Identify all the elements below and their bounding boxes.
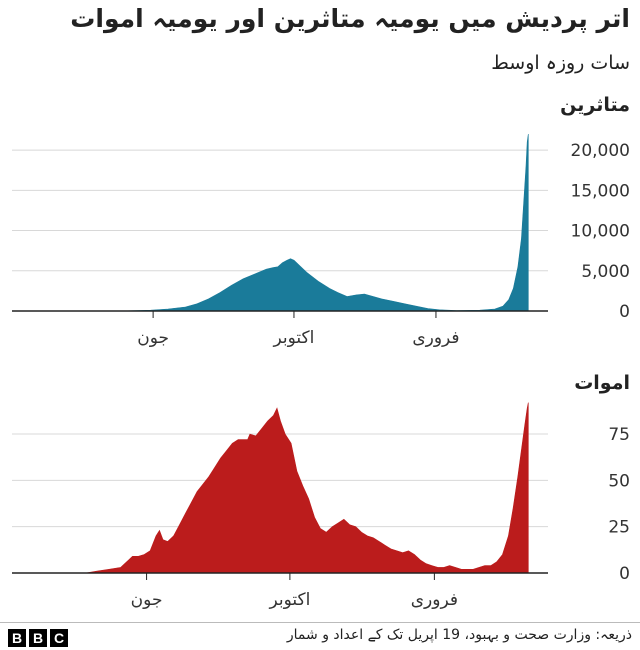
bbc-logo-letter-1: B [8, 629, 26, 647]
cases-area [70, 133, 529, 312]
y-tick-label: 50 [608, 471, 630, 491]
source-note: ذریعہ: وزارت صحت و بہبود، 19 اپریل تک کے… [286, 627, 632, 643]
y-tick-label: 0 [619, 564, 630, 584]
y-tick-label: 10,000 [571, 222, 630, 242]
chart-subtitle: سات روزہ اوسط [491, 52, 630, 74]
cases-chart: 0 5,000 10,000 15,000 20,000 جون اکتوبر فروری [12, 133, 630, 348]
footer-divider [0, 622, 640, 623]
x-tick-label: اکتوبر [268, 590, 310, 610]
bbc-logo: B B C [8, 629, 68, 647]
x-tick-label: فروری [411, 590, 458, 610]
y-tick-label: 5,000 [581, 262, 630, 282]
x-tick-label: جون [137, 328, 169, 348]
x-tick-label: اکتوبر [273, 328, 315, 348]
x-tick-label: جون [131, 590, 163, 610]
y-tick-label: 25 [608, 518, 630, 538]
chart-title: اتر پردیش میں یومیہ متاثرین اور یومیہ ام… [70, 4, 630, 33]
x-tick-label: فروری [412, 328, 459, 348]
y-tick-label: 0 [619, 302, 630, 322]
cases-panel-title: متاثرین [560, 94, 630, 116]
deaths-chart: 0 25 50 75 جون اکتوبر فروری [12, 402, 630, 610]
deaths-panel-title: اموات [574, 372, 630, 394]
y-tick-label: 15,000 [571, 181, 630, 201]
bbc-logo-letter-3: C [50, 629, 68, 647]
y-tick-label: 75 [608, 425, 630, 445]
bbc-logo-letter-2: B [29, 629, 47, 647]
deaths-area [62, 402, 529, 574]
y-tick-label: 20,000 [571, 141, 630, 161]
